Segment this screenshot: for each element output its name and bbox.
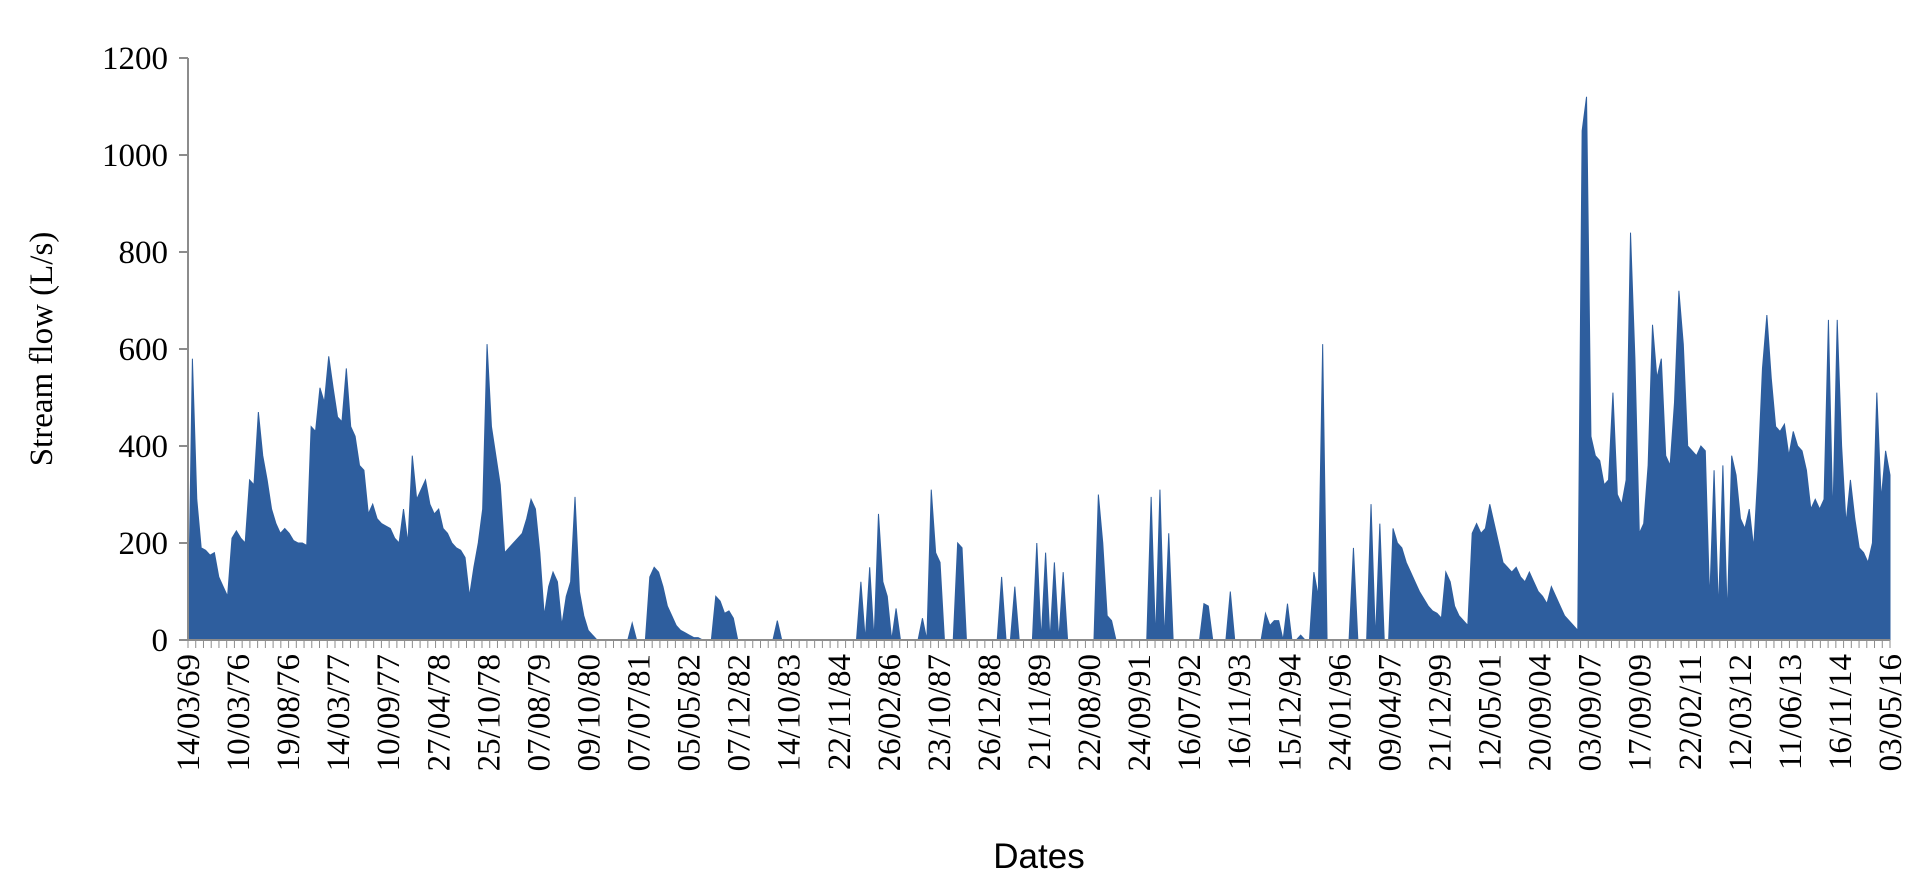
x-tick-label: 03/09/07 — [1573, 654, 1609, 771]
y-ticks: 0 200 400 600 800 1000 1200 — [102, 41, 188, 659]
x-tick-label: 21/12/99 — [1423, 654, 1459, 771]
area-layer — [187, 96, 1891, 641]
y-axis-label: Stream flow (L/s) — [24, 232, 60, 467]
x-tick-label: 14/03/69 — [171, 654, 207, 771]
x-tick-label: 17/09/09 — [1623, 654, 1659, 771]
x-tick-label: 16/07/92 — [1172, 654, 1208, 771]
x-tick-label: 03/05/16 — [1873, 654, 1907, 771]
y-tick-label: 1000 — [102, 138, 168, 174]
x-tick-label: 12/03/12 — [1723, 654, 1759, 771]
y-tick-label: 800 — [119, 235, 169, 271]
x-tick-label: 20/09/04 — [1523, 654, 1559, 771]
x-tick-label: 07/07/81 — [622, 654, 658, 771]
x-tick-label: 11/06/13 — [1773, 654, 1809, 770]
x-tick-label: 27/04/78 — [421, 654, 457, 771]
x-tick-label: 26/02/86 — [872, 654, 908, 771]
y-tick-label: 400 — [119, 429, 169, 465]
x-tick-label: 09/10/80 — [572, 654, 608, 771]
x-tick-label: 25/10/78 — [471, 654, 507, 771]
x-tick-label: 24/01/96 — [1322, 654, 1358, 771]
x-tick-label: 14/03/77 — [321, 654, 357, 771]
x-tick-label: 05/05/82 — [672, 654, 708, 771]
x-tick-label: 22/02/11 — [1673, 654, 1709, 770]
x-ticks: 14/03/69 10/03/76 19/08/76 14/03/77 10/09/77… — [171, 640, 1907, 771]
x-axis-label: Dates — [993, 837, 1084, 876]
stream-flow-series — [187, 96, 1891, 641]
x-tick-label: 10/03/76 — [221, 654, 257, 771]
x-tick-label: 19/08/76 — [271, 654, 307, 771]
x-tick-label: 24/09/91 — [1122, 654, 1158, 771]
x-tick-label: 26/12/88 — [972, 654, 1008, 771]
x-tick-label: 22/11/84 — [822, 654, 858, 770]
y-tick-label: 600 — [119, 332, 169, 368]
x-tick-label: 09/04/97 — [1372, 654, 1408, 771]
x-tick-label: 10/09/77 — [371, 654, 407, 771]
y-tick-label: 0 — [152, 623, 169, 659]
x-tick-label: 16/11/93 — [1222, 654, 1258, 770]
x-tick-label: 12/05/01 — [1473, 654, 1509, 771]
x-tick-label: 07/08/79 — [521, 654, 557, 771]
y-tick-label: 200 — [119, 526, 169, 562]
y-tick-label: 1200 — [102, 41, 168, 77]
x-tick-label: 21/11/89 — [1022, 654, 1058, 770]
x-tick-label: 23/10/87 — [922, 654, 958, 771]
x-tick-label: 16/11/14 — [1823, 654, 1859, 770]
x-tick-label: 07/12/82 — [722, 654, 758, 771]
x-tick-label: 22/08/90 — [1072, 654, 1108, 771]
x-tick-label: 14/10/83 — [772, 654, 808, 771]
x-tick-label: 15/12/94 — [1272, 654, 1308, 771]
